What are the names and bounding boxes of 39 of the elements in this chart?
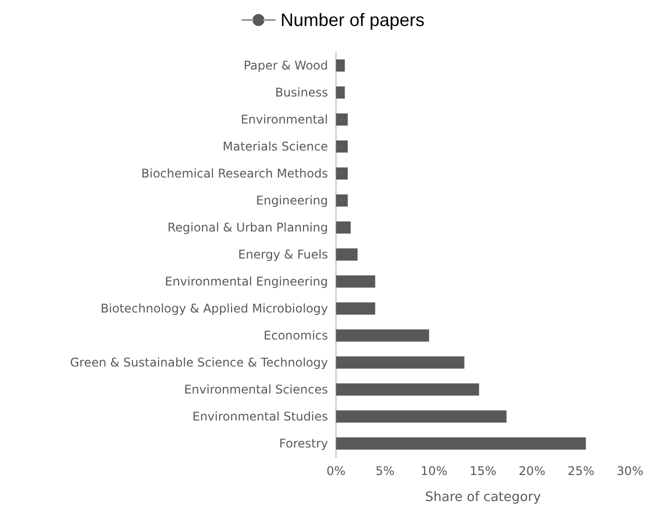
x-tick-label: 0% xyxy=(326,464,346,478)
bar xyxy=(336,140,348,153)
x-tick-label: 20% xyxy=(518,464,546,478)
y-tick-label: Biochemical Research Methods xyxy=(141,166,328,180)
bar xyxy=(336,275,376,288)
x-tick-label: 30% xyxy=(616,464,644,478)
bar xyxy=(336,59,345,72)
y-tick-label: Materials Science xyxy=(222,140,328,154)
bar xyxy=(336,356,464,369)
x-tick-label: 5% xyxy=(375,464,395,478)
bar xyxy=(336,113,348,126)
bar xyxy=(336,221,351,234)
y-tick-label: Environmental Sciences xyxy=(184,382,328,396)
bar xyxy=(336,248,358,261)
bar xyxy=(336,383,480,396)
y-tick-label: Economics xyxy=(264,328,328,342)
bar xyxy=(336,167,348,180)
y-tick-label: Environmental xyxy=(240,112,328,126)
x-axis-title: Share of category xyxy=(425,490,542,505)
x-tick-label: 25% xyxy=(568,464,594,478)
y-tick-label: Engineering xyxy=(256,194,328,208)
bar xyxy=(336,437,586,450)
y-tick-label: Energy & Fuels xyxy=(238,248,328,262)
x-tick-label: 15% xyxy=(470,464,496,478)
y-tick-label: Paper & Wood xyxy=(244,58,328,72)
y-tick-label: Business xyxy=(275,86,328,100)
y-tick-label: Regional & Urban Planning xyxy=(167,220,328,234)
bar xyxy=(336,329,430,342)
y-tick-label: Environmental Studies xyxy=(192,410,328,424)
bar xyxy=(336,194,348,207)
y-tick-label: Green & Sustainable Science & Technology xyxy=(70,356,328,370)
y-tick-label: Forestry xyxy=(279,436,328,450)
bar xyxy=(336,86,345,99)
y-tick-label: Biotechnology & Applied Microbiology xyxy=(100,302,328,316)
legend-label: Number of papers xyxy=(280,10,425,30)
bar xyxy=(336,302,376,315)
y-tick-label: Environmental Engineering xyxy=(164,274,328,288)
bar xyxy=(336,410,507,423)
x-tick-label: 10% xyxy=(420,464,448,478)
